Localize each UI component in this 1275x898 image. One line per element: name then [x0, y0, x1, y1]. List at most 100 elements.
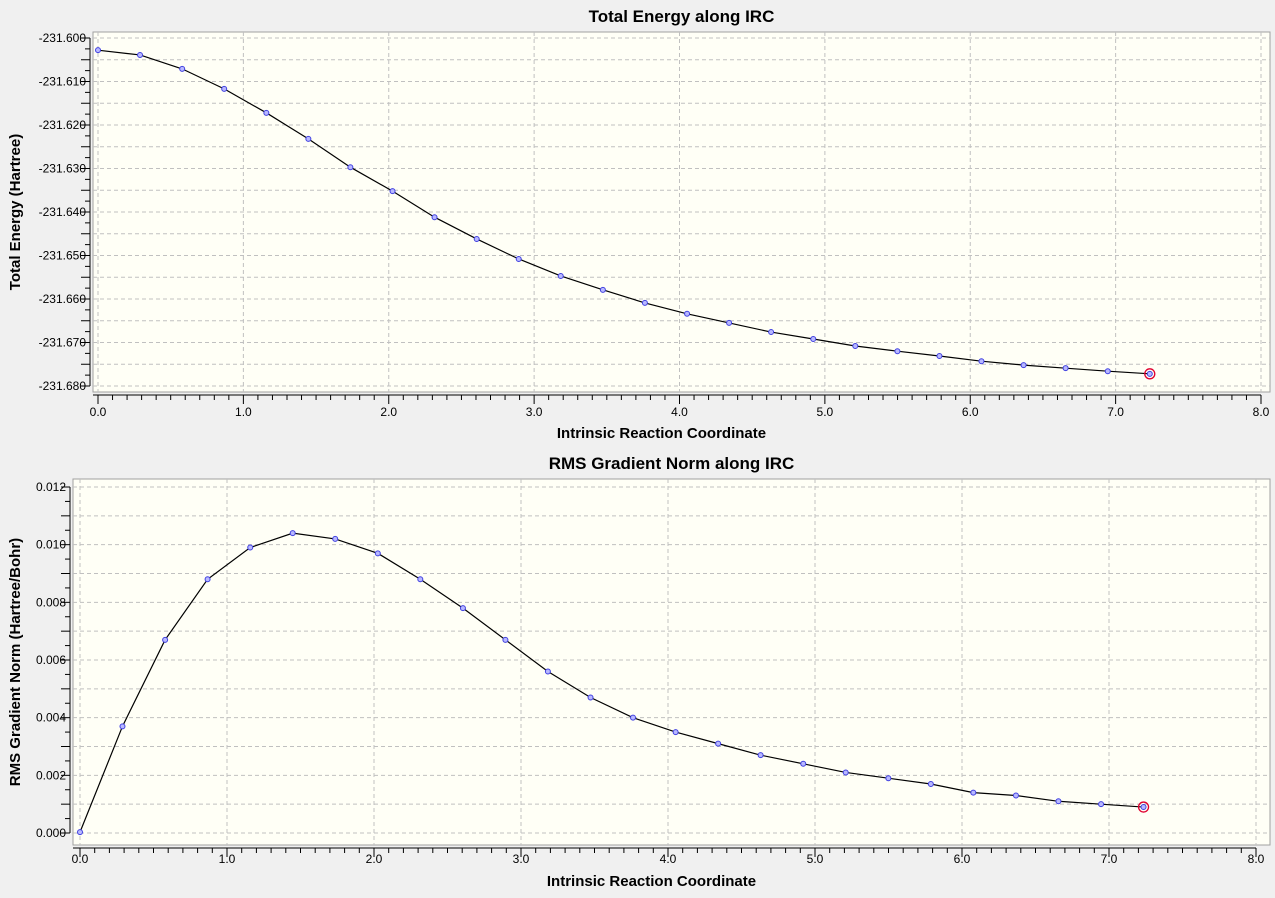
- y-tick-label: 0.000: [36, 826, 66, 840]
- data-point: [1020, 362, 1027, 369]
- y-tick-label: 0.008: [36, 595, 66, 609]
- y-tick-label: -231.650: [39, 249, 87, 263]
- data-point: [800, 760, 807, 767]
- data-point: [289, 530, 296, 537]
- y-tick-label: -231.600: [39, 31, 87, 45]
- y-tick-label: 0.002: [36, 768, 66, 782]
- x-tick-label: 0.0: [72, 852, 89, 866]
- data-point: [137, 51, 144, 58]
- y-tick-label: -231.660: [39, 292, 87, 306]
- x-tick-label: 1.0: [219, 852, 236, 866]
- x-tick-label: 6.0: [962, 405, 979, 419]
- data-point: [515, 255, 522, 262]
- x-tick-label: 4.0: [671, 405, 688, 419]
- x-tick-label: 2.0: [380, 405, 397, 419]
- data-point: [305, 135, 312, 142]
- y-tick-label: 0.006: [36, 653, 66, 667]
- data-point: [810, 336, 817, 343]
- data-point: [221, 85, 228, 92]
- data-point: [672, 729, 679, 736]
- x-axis-label: Intrinsic Reaction Coordinate: [557, 425, 766, 442]
- data-point: [332, 535, 339, 542]
- data-point: [431, 214, 438, 221]
- series-line: [79, 532, 1144, 833]
- y-tick-label: -231.620: [39, 118, 87, 132]
- chart-title: RMS Gradient Norm along IRC: [549, 454, 795, 473]
- data-point: [502, 636, 509, 643]
- x-tick-label: 7.0: [1107, 405, 1124, 419]
- data-point: [204, 576, 211, 583]
- selected-point-marker: [1144, 368, 1156, 380]
- x-tick-label: 5.0: [807, 852, 824, 866]
- y-axis-label: RMS Gradient Norm (Hartree/Bohr): [7, 538, 24, 786]
- data-point: [119, 723, 126, 730]
- data-point: [179, 65, 186, 72]
- x-tick-label: 8.0: [1248, 852, 1265, 866]
- data-point: [684, 310, 691, 317]
- y-tick-label: -231.610: [39, 75, 87, 89]
- data-point: [842, 769, 849, 776]
- data-point: [263, 109, 270, 116]
- data-point: [95, 47, 101, 54]
- data-point: [927, 780, 934, 787]
- data-point: [77, 829, 83, 836]
- x-tick-label: 6.0: [954, 852, 971, 866]
- data-point: [852, 342, 859, 349]
- data-point: [599, 286, 606, 293]
- x-tick-label: 4.0: [660, 852, 677, 866]
- data-point: [1012, 792, 1019, 799]
- data-point: [885, 775, 892, 782]
- data-point: [936, 352, 943, 359]
- data-point: [1062, 365, 1069, 372]
- x-tick-label: 1.0: [235, 405, 252, 419]
- x-tick-label: 0.0: [90, 405, 107, 419]
- x-tick-label: 3.0: [513, 852, 530, 866]
- x-tick-label: 3.0: [526, 405, 543, 419]
- data-point: [978, 358, 985, 365]
- data-point: [641, 299, 648, 306]
- y-tick-label: -231.630: [39, 162, 87, 176]
- data-point: [374, 550, 381, 557]
- x-tick-label: 8.0: [1253, 405, 1270, 419]
- series-line: [97, 49, 1150, 375]
- data-point: [347, 164, 354, 171]
- chart-1: 0.0 1.0 2.0 3.0 4.0 5.0 6.0 7.0 8.0 0.012 0.010 0.0…: [7, 454, 1271, 890]
- x-tick-label: 7.0: [1101, 852, 1118, 866]
- data-point: [247, 544, 254, 551]
- data-point: [389, 188, 396, 195]
- plot-area: [72, 478, 1271, 846]
- selected-point-marker: [1137, 801, 1150, 813]
- x-axis-label: Intrinsic Reaction Coordinate: [547, 873, 756, 890]
- y-tick-label: -231.680: [39, 379, 87, 393]
- data-point: [1098, 801, 1105, 808]
- data-point: [1140, 804, 1147, 811]
- y-tick-label: 0.010: [36, 538, 66, 552]
- data-point: [557, 272, 564, 279]
- data-point: [1055, 798, 1062, 805]
- data-point: [1104, 368, 1111, 375]
- y-tick-label: -231.670: [39, 336, 87, 350]
- y-tick-label: -231.640: [39, 205, 87, 219]
- y-axis-label: Total Energy (Hartree): [7, 134, 24, 290]
- data-point: [587, 694, 594, 701]
- data-point: [473, 235, 480, 242]
- chart-0: 0.0 1.0 2.0 3.0 4.0 5.0 6.0 7.0 8.0 -231.600 -231.…: [7, 7, 1271, 442]
- data-point: [162, 636, 169, 643]
- data-point: [768, 329, 775, 336]
- data-point: [459, 605, 466, 612]
- y-tick-label: 0.004: [36, 711, 66, 725]
- data-point: [715, 740, 722, 747]
- data-point: [630, 714, 637, 721]
- data-point: [417, 576, 424, 583]
- x-tick-label: 2.0: [366, 852, 383, 866]
- data-point: [970, 789, 977, 796]
- data-point: [894, 348, 901, 355]
- chart-title: Total Energy along IRC: [589, 7, 775, 26]
- x-tick-label: 5.0: [817, 405, 834, 419]
- data-point: [544, 668, 551, 675]
- y-tick-label: 0.012: [36, 480, 66, 494]
- data-point: [757, 752, 764, 759]
- data-point: [1146, 370, 1153, 377]
- data-point: [726, 319, 733, 326]
